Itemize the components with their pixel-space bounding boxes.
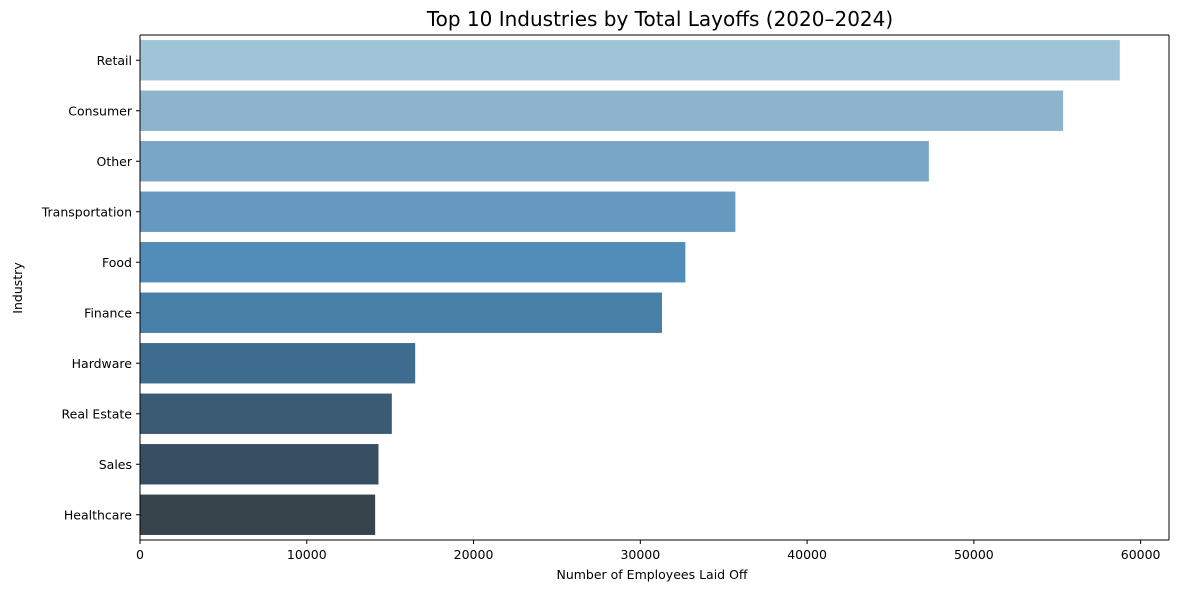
bar-consumer	[140, 90, 1064, 131]
bar-finance	[140, 292, 663, 333]
y-tick-label: Food	[102, 255, 132, 270]
bar-real-estate	[140, 393, 392, 434]
y-tick-label: Sales	[99, 457, 132, 472]
y-ticks: Retail Consumer Other Transportation Food Fin…	[41, 53, 140, 522]
x-tick-label: 20000	[454, 547, 494, 562]
axes-layer	[139, 34, 1170, 541]
chart-title: Top 10 Industries by Total Layoffs (2020…	[426, 7, 893, 31]
y-tick-label: Retail	[97, 53, 132, 68]
bar-transportation	[140, 191, 736, 232]
x-axis-label: Number of Employees Laid Off	[556, 567, 747, 582]
y-tick-label: Real Estate	[62, 406, 133, 421]
x-tick-label: 50000	[954, 547, 994, 562]
bar-other	[140, 141, 929, 182]
y-tick-label: Consumer	[68, 103, 133, 118]
bar-healthcare	[140, 494, 376, 535]
y-tick-label: Finance	[84, 305, 132, 320]
x-tick-label: 10000	[287, 547, 327, 562]
x-ticks: 0 10000 20000 30000 40000 50000 60000	[136, 540, 1161, 562]
bars-layer	[140, 40, 1120, 535]
bar-sales	[140, 444, 379, 485]
x-tick-label: 60000	[1121, 547, 1161, 562]
y-tick-label: Other	[97, 154, 133, 169]
y-axis-label: Industry	[10, 262, 25, 314]
x-tick-label: 40000	[787, 547, 827, 562]
bar-hardware	[140, 343, 416, 384]
bar-food	[140, 242, 686, 283]
y-tick-label: Transportation	[41, 204, 132, 219]
bar-retail	[140, 40, 1120, 81]
y-tick-label: Healthcare	[64, 507, 132, 522]
y-tick-label: Hardware	[72, 356, 133, 371]
x-tick-label: 30000	[620, 547, 660, 562]
x-tick-label: 0	[136, 547, 144, 562]
